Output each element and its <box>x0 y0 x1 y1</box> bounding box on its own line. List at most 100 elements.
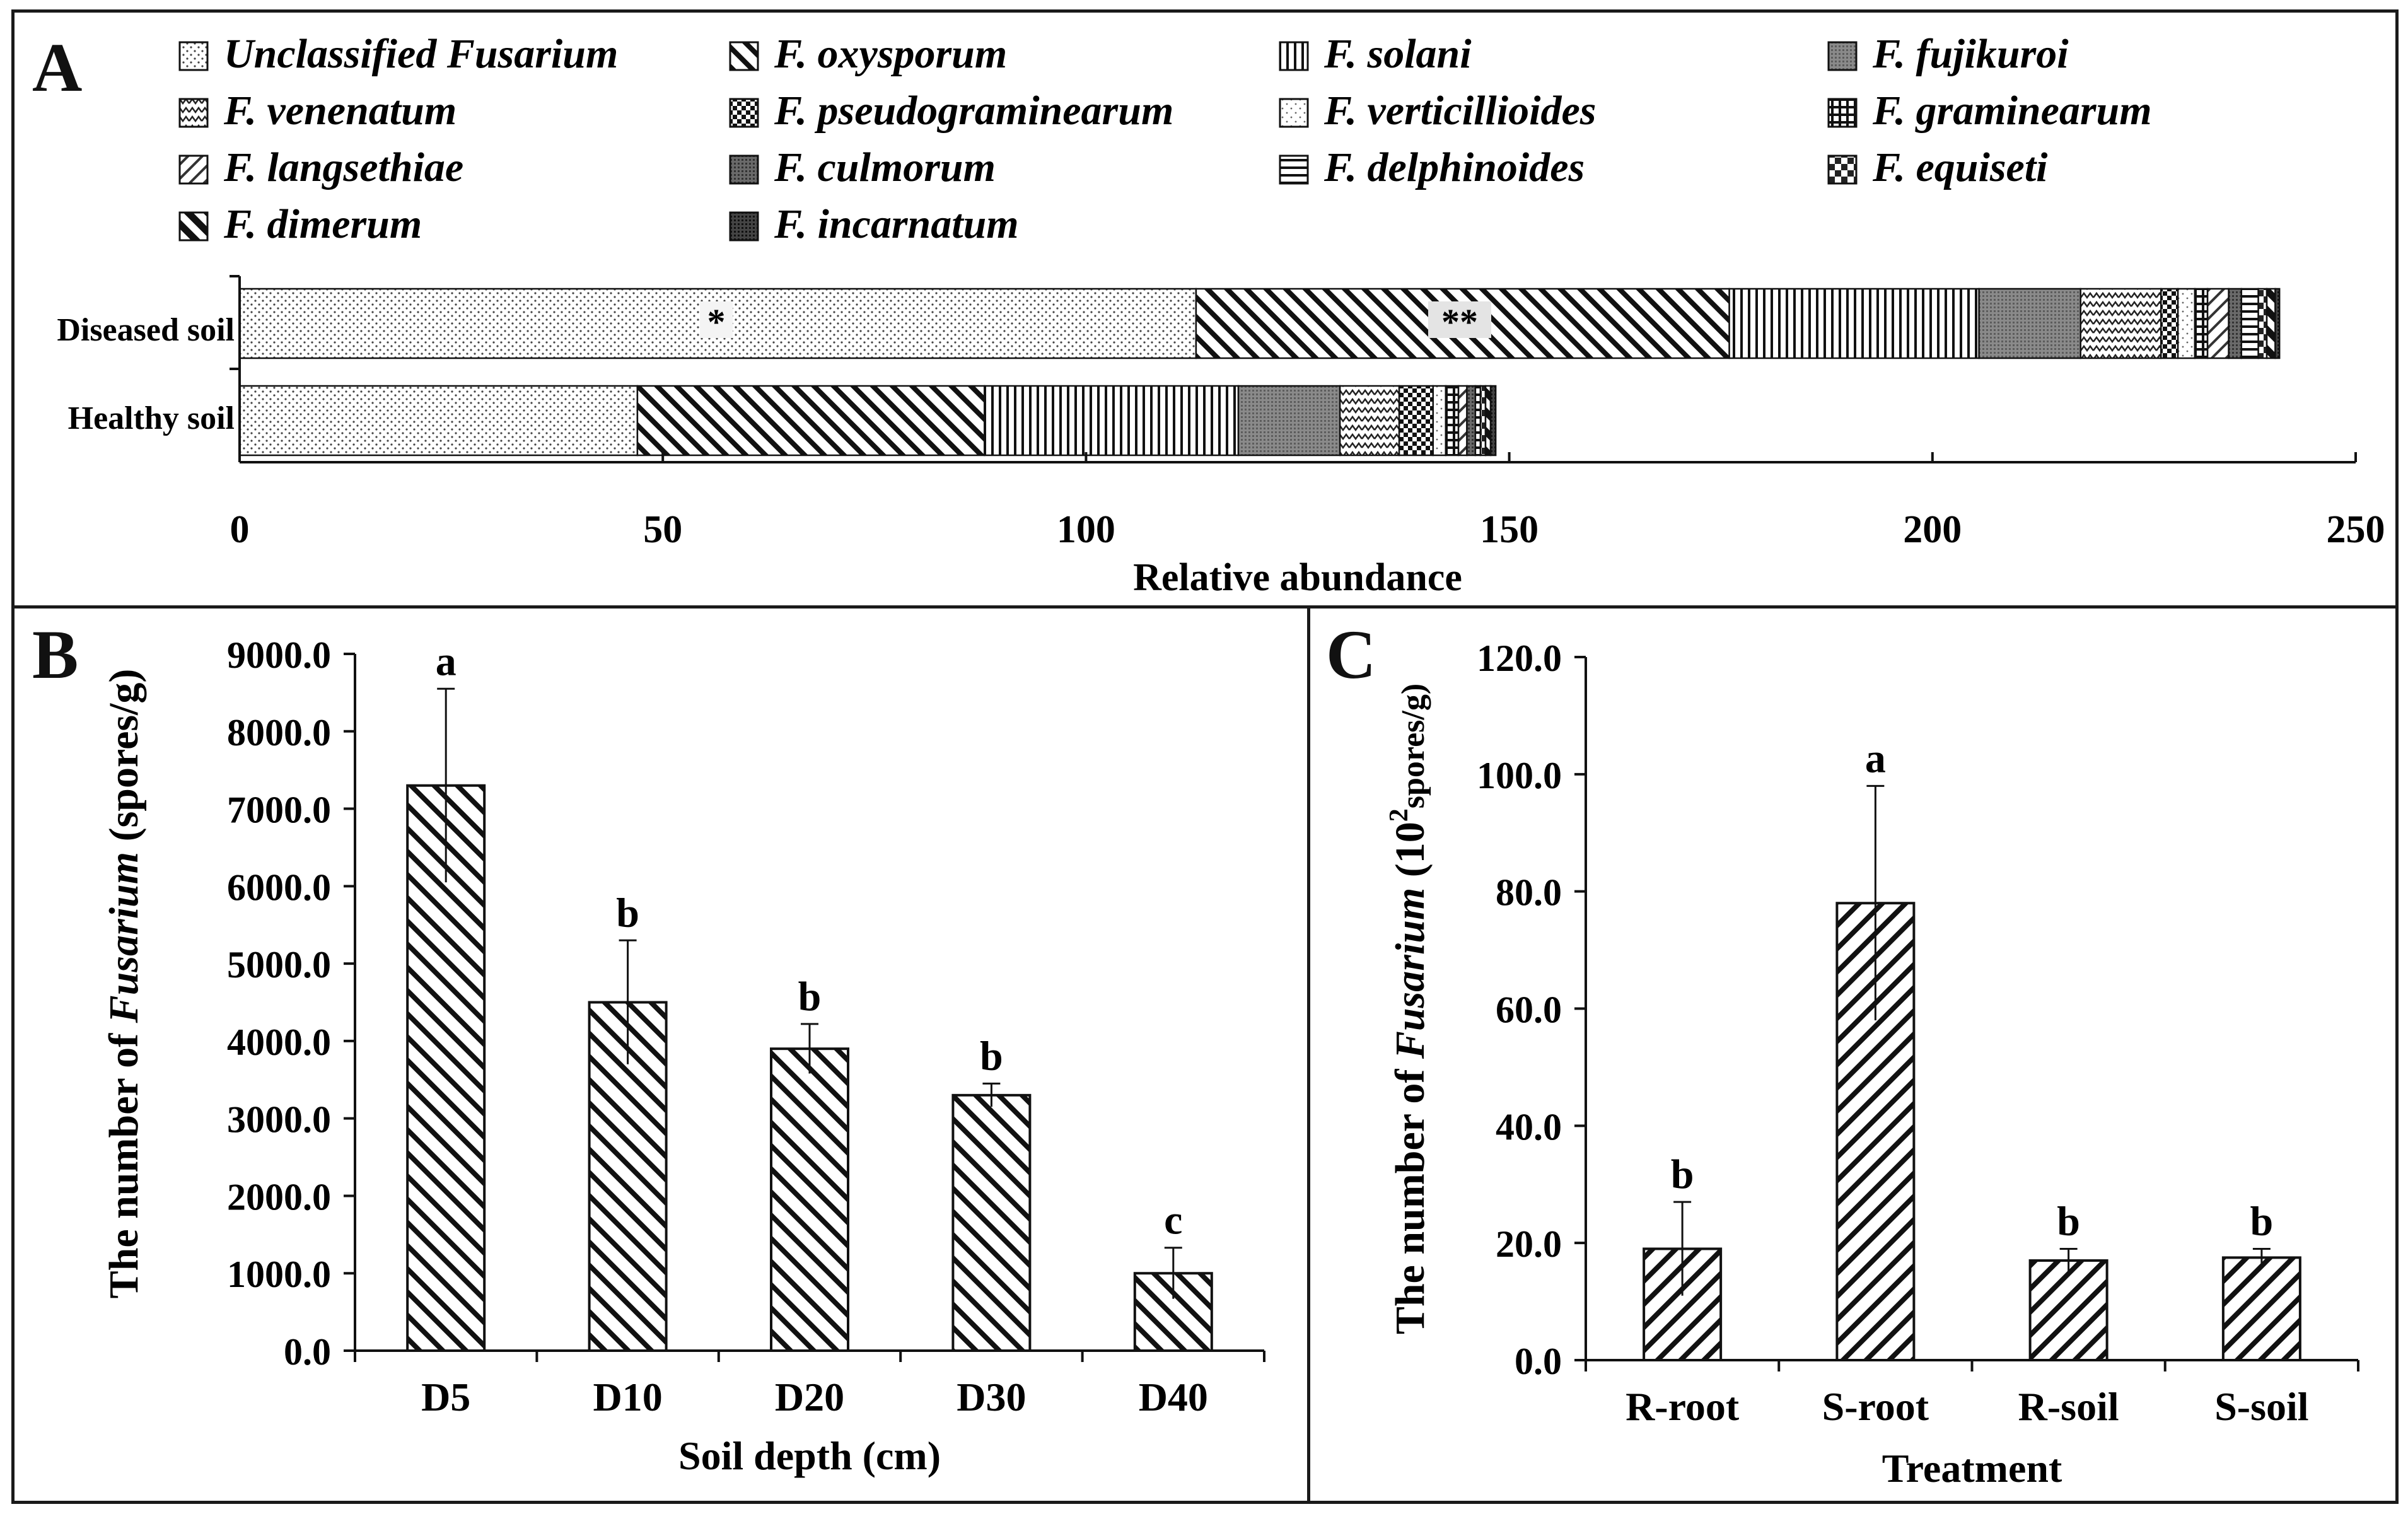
bar-segment-healthy-soil-f-venenatum <box>1339 385 1400 457</box>
y-tick-label-5: 100.0 <box>1477 755 1562 796</box>
annotation-bg-2 <box>1428 301 1491 338</box>
category-label-healthy-soil: Healthy soil <box>68 400 235 436</box>
y-tick-label-0: 0.0 <box>1515 1341 1562 1382</box>
legend-swatch-f-oxysporum <box>729 41 759 71</box>
bar-segment-diseased-soil-f-solani <box>1728 288 1980 359</box>
y-axis-title-exponent: 2 <box>1385 808 1414 822</box>
x-axis-title: Relative abundance <box>1133 556 1462 599</box>
legend-swatch-f-solani <box>1279 41 1309 71</box>
x-tick-label-0: 0 <box>230 508 250 551</box>
y-tick-label-8: 8000.0 <box>227 712 331 754</box>
bar-segment-healthy-soil-unclassified-fusarium <box>238 385 639 457</box>
sig-letter-r-root: b <box>1671 1151 1694 1197</box>
legend-label-f-dimerum: F. dimerum <box>223 201 422 247</box>
bar-segment-diseased-soil-f-culmorum <box>2228 288 2243 359</box>
y-axis-title-unit: (10 <box>1387 822 1433 887</box>
x-tick-label-r-soil: R-soil <box>2018 1384 2119 1429</box>
legend-swatch-f-pseudograminearum <box>729 98 759 128</box>
sig-letter-d10: b <box>616 890 639 936</box>
bar-segment-diseased-soil-f-dimerum <box>2265 288 2276 359</box>
x-tick-label-d20: D20 <box>775 1375 844 1419</box>
x-axis-title: Treatment <box>1882 1446 2062 1491</box>
y-axis-title-unit: (spores/g) <box>101 669 147 852</box>
legend-label-f-langsethiae: F. langsethiae <box>223 144 463 190</box>
y-tick-label-1: 1000.0 <box>227 1254 331 1295</box>
legend-swatch-unclassified-fusarium <box>178 41 209 71</box>
bar-segment-healthy-soil-f-verticillioides <box>1432 385 1447 457</box>
legend-swatch-f-langsethiae <box>178 154 209 185</box>
annotation-bg-1 <box>700 301 733 338</box>
y-axis-title-prefix: The number of <box>1387 1059 1433 1334</box>
bar-segment-diseased-soil-f-fujikuroi <box>1978 288 2081 359</box>
y-tick-label-4: 80.0 <box>1496 872 1562 914</box>
sig-letter-d40: c <box>1164 1197 1182 1243</box>
y-tick-label-6: 120.0 <box>1477 638 1562 679</box>
bar-segment-diseased-soil-f-graminearum <box>2194 288 2209 359</box>
y-tick-label-7: 7000.0 <box>227 789 331 831</box>
bar-segment-healthy-soil-f-graminearum <box>1445 385 1460 457</box>
x-tick-label-r-root: R-root <box>1626 1384 1740 1429</box>
y-tick-label-3: 3000.0 <box>227 1099 331 1141</box>
legend-label-f-incarnatum: F. incarnatum <box>774 201 1019 247</box>
x-tick-label-50: 50 <box>643 508 682 551</box>
legend-label-f-culmorum: F. culmorum <box>774 144 996 190</box>
panel-label-a: A <box>32 29 83 106</box>
bar-segment-diseased-soil-f-pseudograminearum <box>2160 288 2179 359</box>
chart-c: 0.0 20.0 40.0 60.0 80.0 100.0 120.0 b R-root a S-r… <box>1385 638 2359 1491</box>
y-tick-label-0: 0.0 <box>284 1331 331 1373</box>
annotation-star-2: ** <box>1441 301 1478 342</box>
sig-letter-r-soil: b <box>2057 1198 2080 1244</box>
legend-label-f-delphinoides: F. delphinoides <box>1323 144 1585 190</box>
bar-d30 <box>951 1093 1032 1353</box>
legend-swatch-f-fujikuroi <box>1827 41 1858 71</box>
chart-a: Unclassified Fusarium F. oxysporum F. sola… <box>57 31 2385 599</box>
y-axis-title-genus: Fusarium <box>1387 888 1433 1059</box>
bar-segment-diseased-soil-f-incarnatum <box>2274 288 2281 359</box>
bar-segment-healthy-soil-f-oxysporum <box>636 385 986 457</box>
bar-r-root <box>1643 1247 1723 1362</box>
bar-segment-diseased-soil-f-venenatum <box>2079 288 2162 359</box>
bar-segment-healthy-soil-f-solani <box>984 385 1240 457</box>
legend-swatch-f-culmorum <box>729 154 759 185</box>
legend-swatch-f-graminearum <box>1827 98 1858 128</box>
x-tick-label-100: 100 <box>1057 508 1115 551</box>
sig-letter-d30: b <box>980 1033 1003 1079</box>
bar-r-soil <box>2028 1259 2108 1361</box>
sig-letter-d5: a <box>436 638 457 684</box>
y-tick-label-4: 4000.0 <box>227 1022 331 1063</box>
bar-segment-diseased-soil-f-oxysporum <box>1195 288 1730 359</box>
y-axis-title-genus: Fusarium <box>101 852 147 1023</box>
bar-segment-diseased-soil-f-equiseti <box>2257 288 2268 359</box>
legend-swatch-f-delphinoides <box>1279 154 1309 185</box>
legend-swatch-f-verticillioides <box>1279 98 1309 128</box>
x-tick-label-d40: D40 <box>1139 1375 1208 1419</box>
legend-label-f-equiseti: F. equiseti <box>1872 144 2048 190</box>
x-tick-label-d10: D10 <box>593 1375 662 1419</box>
y-tick-label-6: 6000.0 <box>227 866 331 908</box>
y-tick-label-5: 5000.0 <box>227 944 331 986</box>
x-axis-title: Soil depth (cm) <box>678 1433 941 1478</box>
sig-letter-s-soil: b <box>2250 1198 2274 1244</box>
x-tick-label-s-root: S-root <box>1822 1384 1929 1429</box>
y-axis-title-unit-end: spores/g) <box>1395 684 1431 808</box>
bar-segment-diseased-soil-f-langsethiae <box>2206 288 2230 359</box>
x-tick-label-200: 200 <box>1903 508 1962 551</box>
bar-segment-healthy-soil-f-pseudograminearum <box>1398 385 1434 457</box>
legend-label-f-oxysporum: F. oxysporum <box>774 31 1007 77</box>
legend-label-unclassified-fusarium: Unclassified Fusarium <box>224 31 618 77</box>
y-tick-label-9: 9000.0 <box>227 634 331 676</box>
x-tick-label-d30: D30 <box>957 1375 1026 1419</box>
legend-swatch-f-dimerum <box>178 211 209 242</box>
legend-label-f-solani: F. solani <box>1323 31 1472 77</box>
bar-segment-healthy-soil-f-langsethiae <box>1457 385 1468 457</box>
sig-letter-d20: b <box>798 974 822 1020</box>
panel-label-b: B <box>32 616 79 693</box>
x-tick-label-d5: D5 <box>421 1375 470 1419</box>
bar-segment-diseased-soil-f-delphinoides <box>2240 288 2259 359</box>
y-axis-title: The number of Fusarium (102spores/g) <box>1385 684 1433 1334</box>
chart-b: 0.0 1000.0 2000.0 3000.0 4000.0 5000.0 6000.0 7… <box>101 634 1265 1478</box>
panel-label-c: C <box>1326 616 1376 693</box>
y-tick-label-2: 2000.0 <box>227 1176 331 1218</box>
legend-label-f-fujikuroi: F. fujikuroi <box>1872 31 2069 77</box>
y-tick-label-3: 60.0 <box>1496 989 1562 1031</box>
